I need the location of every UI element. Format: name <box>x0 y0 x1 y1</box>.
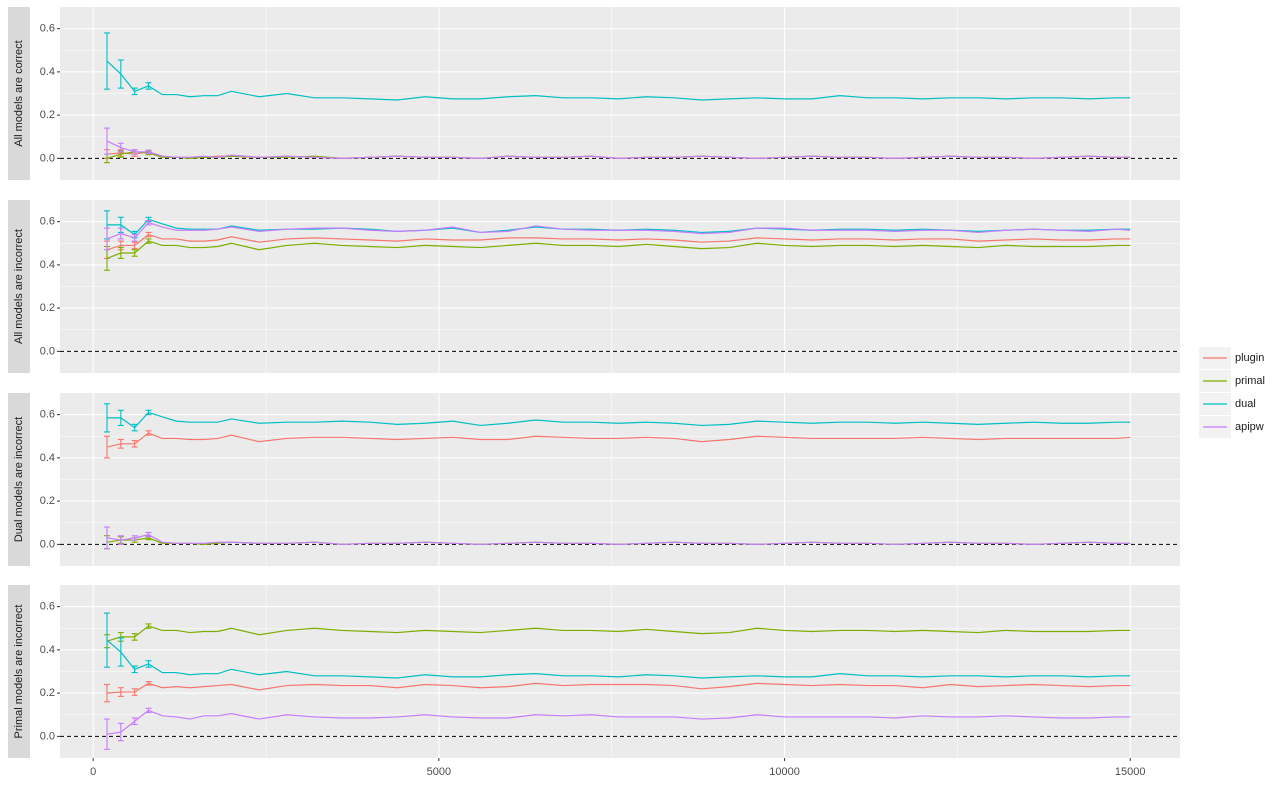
error-bar <box>131 241 138 250</box>
error-bar <box>131 717 138 726</box>
error-bar <box>104 127 111 155</box>
legend-label: dual <box>1235 398 1256 410</box>
error-bar <box>117 637 124 667</box>
series-line <box>106 639 1131 679</box>
error-bar <box>145 430 152 436</box>
series-line <box>106 233 1131 251</box>
error-bar <box>117 687 124 697</box>
facet-strip <box>8 393 30 566</box>
error-bar <box>104 227 111 251</box>
y-tick-label: 0.2 <box>40 687 55 699</box>
facet-label: Primal models are incorrect <box>13 605 25 739</box>
error-bar <box>117 227 124 240</box>
y-tick-label: 0.0 <box>40 345 55 357</box>
error-bar <box>117 247 124 259</box>
error-bar <box>131 234 138 242</box>
y-tick-label: 0.0 <box>40 152 55 164</box>
error-bar <box>145 409 152 416</box>
y-tick-label: 0.6 <box>40 409 55 421</box>
error-bar <box>117 142 124 153</box>
series-line <box>106 709 1131 735</box>
error-bar <box>145 623 152 629</box>
error-bar <box>117 409 124 426</box>
series-line <box>106 534 1131 545</box>
error-bar <box>104 718 111 750</box>
y-tick-label: 0.6 <box>40 216 55 228</box>
series-line <box>106 682 1131 694</box>
error-bar <box>131 87 138 96</box>
error-bar <box>145 660 152 668</box>
error-bar <box>145 82 152 90</box>
error-bar <box>104 32 111 90</box>
legend-label: plugin <box>1235 352 1264 364</box>
error-bar <box>131 440 138 448</box>
error-bar <box>131 633 138 641</box>
error-bar <box>104 526 111 550</box>
error-bar <box>145 681 152 686</box>
y-tick-label: 0.0 <box>40 730 55 742</box>
x-tick-label: 10000 <box>769 766 800 778</box>
series-line <box>106 625 1131 642</box>
x-tick-label: 5000 <box>427 766 451 778</box>
y-tick-label: 0.4 <box>40 259 55 271</box>
series-line <box>106 432 1131 448</box>
legend-label: primal <box>1235 375 1265 387</box>
error-bar <box>104 435 111 459</box>
error-bar <box>104 403 111 433</box>
series-line <box>107 411 1131 429</box>
legend-label: apipw <box>1235 421 1264 433</box>
x-tick-label: 0 <box>90 766 96 778</box>
series-line <box>106 140 1131 159</box>
y-tick-label: 0.4 <box>40 66 55 78</box>
y-tick-label: 0.2 <box>40 495 55 507</box>
error-bar <box>145 238 152 244</box>
facet-label: Dual models are incorrect <box>13 417 25 542</box>
error-bar <box>145 219 152 226</box>
error-bar <box>104 612 111 668</box>
y-tick-label: 0.2 <box>40 109 55 121</box>
y-tick-label: 0.0 <box>40 538 55 550</box>
y-tick-label: 0.6 <box>40 23 55 35</box>
error-bar <box>131 665 138 674</box>
error-bar <box>145 707 152 714</box>
series-line <box>106 240 1131 259</box>
y-tick-label: 0.2 <box>40 302 55 314</box>
error-bar <box>131 249 138 257</box>
y-tick-label: 0.4 <box>40 452 55 464</box>
error-bar <box>117 722 124 742</box>
y-tick-label: 0.6 <box>40 601 55 613</box>
error-bar <box>117 438 124 449</box>
error-bar <box>131 535 138 541</box>
error-bar <box>117 59 124 89</box>
facet-label: All models are correct <box>13 40 25 146</box>
error-bar <box>145 531 152 538</box>
facet-strip <box>8 200 30 373</box>
y-tick-label: 0.4 <box>40 644 55 656</box>
facet-strip <box>8 7 30 180</box>
error-bar <box>145 231 152 238</box>
error-bar <box>104 683 111 703</box>
x-tick-label: 15000 <box>1115 766 1146 778</box>
facet-strip <box>8 585 30 758</box>
error-bar <box>131 149 138 155</box>
series-line <box>106 60 1131 101</box>
series-line <box>106 222 1131 240</box>
error-bar <box>131 688 138 696</box>
error-bar <box>131 423 138 432</box>
facet-label: All models are incorrect <box>13 229 25 344</box>
error-bar <box>145 149 152 155</box>
error-bar <box>117 535 124 545</box>
